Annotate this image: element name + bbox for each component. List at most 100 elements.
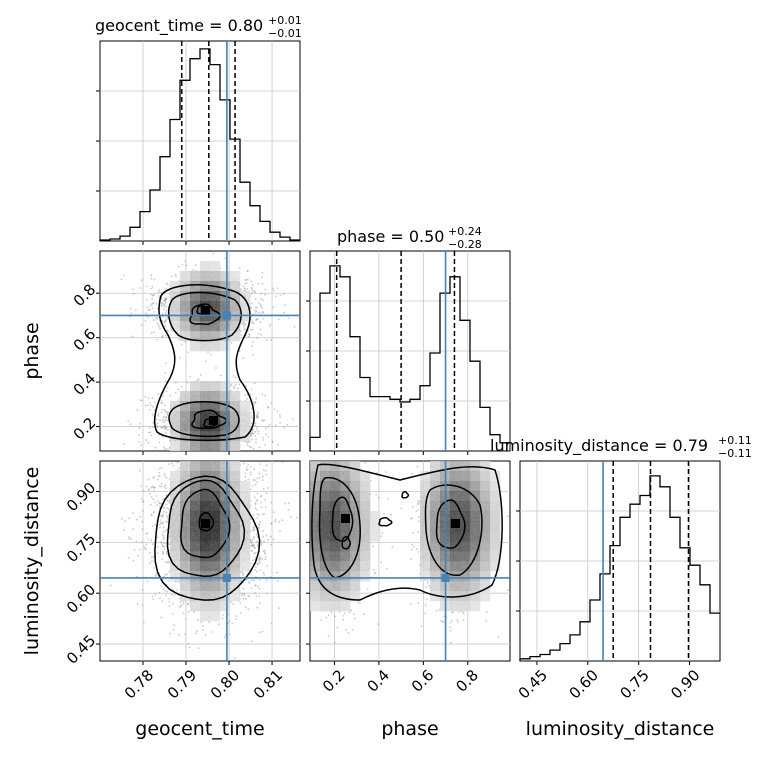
scatter-point xyxy=(154,574,157,577)
scatter-point xyxy=(152,511,155,514)
scatter-point xyxy=(260,312,262,315)
scatter-point xyxy=(258,302,260,305)
scatter-point xyxy=(256,416,258,419)
scatter-point xyxy=(251,320,254,323)
scatter-point xyxy=(257,544,259,547)
scatter-point xyxy=(161,600,164,602)
scatter-point xyxy=(279,294,282,297)
scatter-point xyxy=(252,428,254,431)
scatter-point xyxy=(233,386,236,388)
scatter-point xyxy=(243,394,246,396)
scatter-point xyxy=(202,625,205,627)
scatter-point xyxy=(160,302,163,304)
scatter-point xyxy=(253,468,256,471)
scatter-point xyxy=(258,562,260,565)
scatter-point xyxy=(176,456,178,458)
scatter-point xyxy=(163,304,166,306)
scatter-point xyxy=(160,304,163,306)
scatter-point xyxy=(265,556,267,558)
scatter-point xyxy=(198,378,200,381)
scatter-point xyxy=(151,294,154,297)
scatter-point xyxy=(187,603,189,605)
scatter-point xyxy=(165,305,168,308)
scatter-point xyxy=(215,453,217,455)
scatter-point xyxy=(152,489,155,492)
scatter-point xyxy=(276,287,279,289)
scatter-point xyxy=(167,429,169,431)
scatter-point xyxy=(163,409,166,412)
scatter-point xyxy=(147,431,150,434)
scatter-point xyxy=(197,459,199,461)
scatter-point xyxy=(109,584,112,587)
scatter-point xyxy=(142,509,144,512)
scatter-point xyxy=(167,561,170,564)
scatter-point xyxy=(168,600,171,603)
scatter-point xyxy=(159,519,162,522)
scatter-point xyxy=(250,446,253,449)
scatter-point xyxy=(243,328,246,331)
scatter-point xyxy=(213,453,215,455)
scatter-point xyxy=(194,264,197,266)
scatter-point xyxy=(254,441,257,444)
scatter-point xyxy=(246,287,249,290)
scatter-point xyxy=(254,430,257,433)
scatter-point xyxy=(155,303,158,305)
scatter-point xyxy=(151,285,154,288)
scatter-point xyxy=(150,303,153,305)
scatter-point xyxy=(278,607,280,610)
scatter-point xyxy=(153,311,155,313)
scatter-point xyxy=(227,613,230,616)
scatter-point xyxy=(163,475,166,477)
scatter-point xyxy=(239,602,242,604)
scatter-point xyxy=(267,425,269,428)
scatter-point xyxy=(227,622,230,625)
scatter-point xyxy=(144,312,147,315)
scatter-point xyxy=(157,475,160,477)
scatter-point xyxy=(256,481,258,484)
scatter-point xyxy=(241,594,244,597)
scatter-point xyxy=(148,551,151,554)
scatter-point xyxy=(251,438,254,441)
scatter-point xyxy=(166,573,169,576)
scatter-point xyxy=(160,485,163,488)
scatter-point xyxy=(149,431,152,433)
scatter-point xyxy=(139,548,142,551)
scatter-point xyxy=(250,407,253,410)
scatter-point xyxy=(259,328,262,331)
scatter-point xyxy=(164,574,167,576)
scatter-point xyxy=(143,545,146,548)
scatter-point xyxy=(151,413,154,416)
scatter-point xyxy=(160,426,163,429)
scatter-point xyxy=(189,375,192,378)
scatter-point xyxy=(256,540,258,543)
scatter-point xyxy=(123,274,125,277)
scatter-point xyxy=(296,516,298,519)
scatter-point xyxy=(165,416,167,418)
scatter-point xyxy=(255,595,258,597)
scatter-point xyxy=(202,451,204,453)
scatter-point xyxy=(163,448,166,451)
scatter-point xyxy=(277,443,279,446)
scatter-point xyxy=(265,506,267,508)
scatter-point xyxy=(276,410,279,413)
scatter-point xyxy=(160,522,163,524)
scatter-point xyxy=(245,282,248,284)
scatter-point xyxy=(267,406,270,409)
scatter-point xyxy=(256,415,259,418)
scatter-point xyxy=(268,325,271,328)
scatter-point xyxy=(138,469,141,472)
scatter-point xyxy=(162,415,165,418)
scatter-point xyxy=(243,322,246,324)
scatter-point xyxy=(253,403,255,406)
scatter-point xyxy=(164,418,167,421)
scatter-point xyxy=(168,597,171,600)
scatter-point xyxy=(199,374,202,376)
scatter-point xyxy=(146,306,149,309)
scatter-point xyxy=(255,414,258,417)
scatter-point xyxy=(279,421,281,424)
scatter-point xyxy=(258,523,261,526)
scatter-point xyxy=(256,411,259,414)
scatter-point xyxy=(173,457,175,459)
scatter-point xyxy=(154,446,157,449)
scatter-point xyxy=(141,399,143,402)
